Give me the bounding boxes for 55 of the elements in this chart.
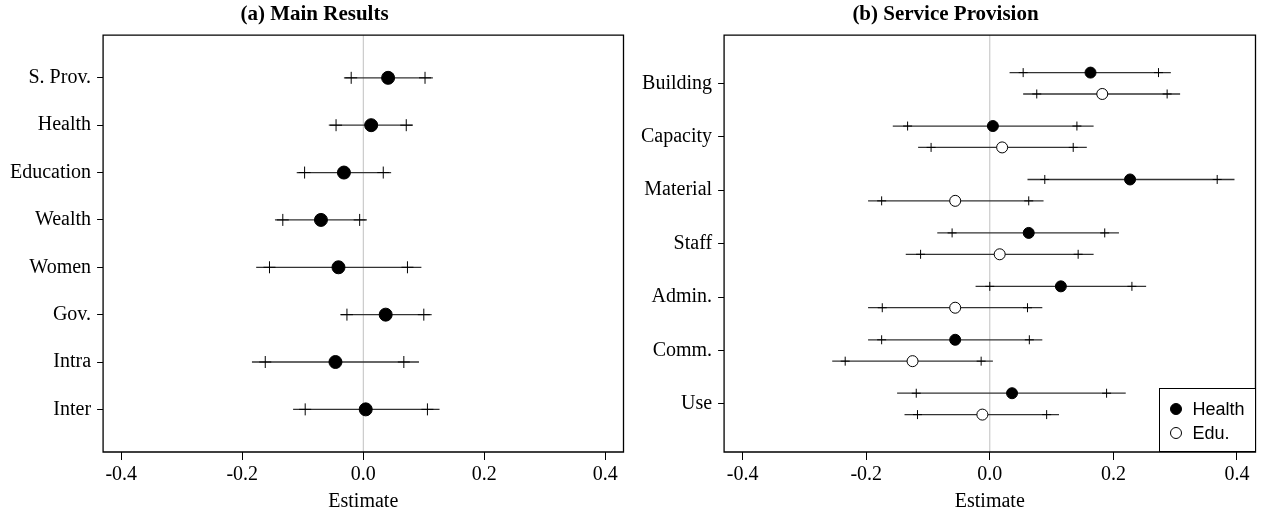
y-tick-label: Building bbox=[642, 70, 713, 94]
point bbox=[399, 118, 413, 132]
point bbox=[417, 308, 431, 322]
x-tick-label: 0.4 bbox=[592, 462, 618, 485]
x-tick-label: -0.4 bbox=[726, 462, 759, 485]
y-tick-label: S. Prov. bbox=[28, 65, 92, 88]
y-tick-label: Education bbox=[9, 159, 92, 182]
point bbox=[298, 402, 312, 416]
point bbox=[358, 402, 373, 417]
point bbox=[418, 71, 432, 85]
y-tick-label: Capacity bbox=[640, 123, 713, 147]
point bbox=[331, 260, 346, 275]
point bbox=[336, 165, 351, 180]
x-axis-title: Estimate bbox=[328, 489, 399, 512]
y-tick-label: Intra bbox=[53, 349, 92, 372]
x-tick-label: 0.4 bbox=[1224, 462, 1250, 485]
point bbox=[400, 260, 414, 274]
point bbox=[263, 260, 276, 274]
y-tick-label: Admin. bbox=[651, 284, 713, 307]
point bbox=[364, 118, 379, 133]
point bbox=[313, 212, 328, 227]
point bbox=[381, 70, 396, 85]
chart-title: (a) Main Results bbox=[240, 1, 389, 26]
point bbox=[258, 355, 272, 369]
point bbox=[376, 166, 390, 180]
y-tick-label: Use bbox=[680, 391, 713, 414]
y-tick-label: Inter bbox=[53, 396, 92, 419]
point bbox=[420, 402, 434, 416]
x-tick-label: 0.2 bbox=[1100, 462, 1126, 485]
point bbox=[298, 166, 312, 180]
legend-label: Edu. bbox=[1192, 422, 1230, 444]
y-tick-label: Women bbox=[29, 254, 92, 277]
chart-title: (b) Service Provision bbox=[852, 1, 1039, 26]
x-axis-title: Estimate bbox=[954, 489, 1025, 512]
point bbox=[340, 308, 354, 322]
point bbox=[329, 118, 343, 132]
point bbox=[276, 213, 290, 227]
x-tick-label: -0.2 bbox=[226, 462, 259, 485]
x-tick-label: -0.4 bbox=[105, 462, 138, 485]
point bbox=[344, 71, 358, 85]
point bbox=[328, 355, 343, 370]
legend-label: Health bbox=[1192, 398, 1245, 420]
x-tick-label: 0.0 bbox=[350, 462, 376, 485]
point bbox=[378, 307, 393, 322]
y-tick-label: Gov. bbox=[52, 301, 92, 324]
point bbox=[353, 213, 367, 227]
x-tick-label: 0.0 bbox=[977, 462, 1003, 485]
y-tick-label: Material bbox=[644, 177, 713, 200]
x-tick-label: 0.2 bbox=[471, 462, 497, 485]
x-tick-label: -0.2 bbox=[850, 462, 883, 485]
y-tick-label: Wealth bbox=[34, 207, 92, 230]
y-tick-label: Staff bbox=[673, 230, 713, 253]
point bbox=[397, 355, 411, 369]
y-tick-label: Comm. bbox=[652, 337, 713, 360]
y-tick-label: Health bbox=[37, 112, 92, 135]
